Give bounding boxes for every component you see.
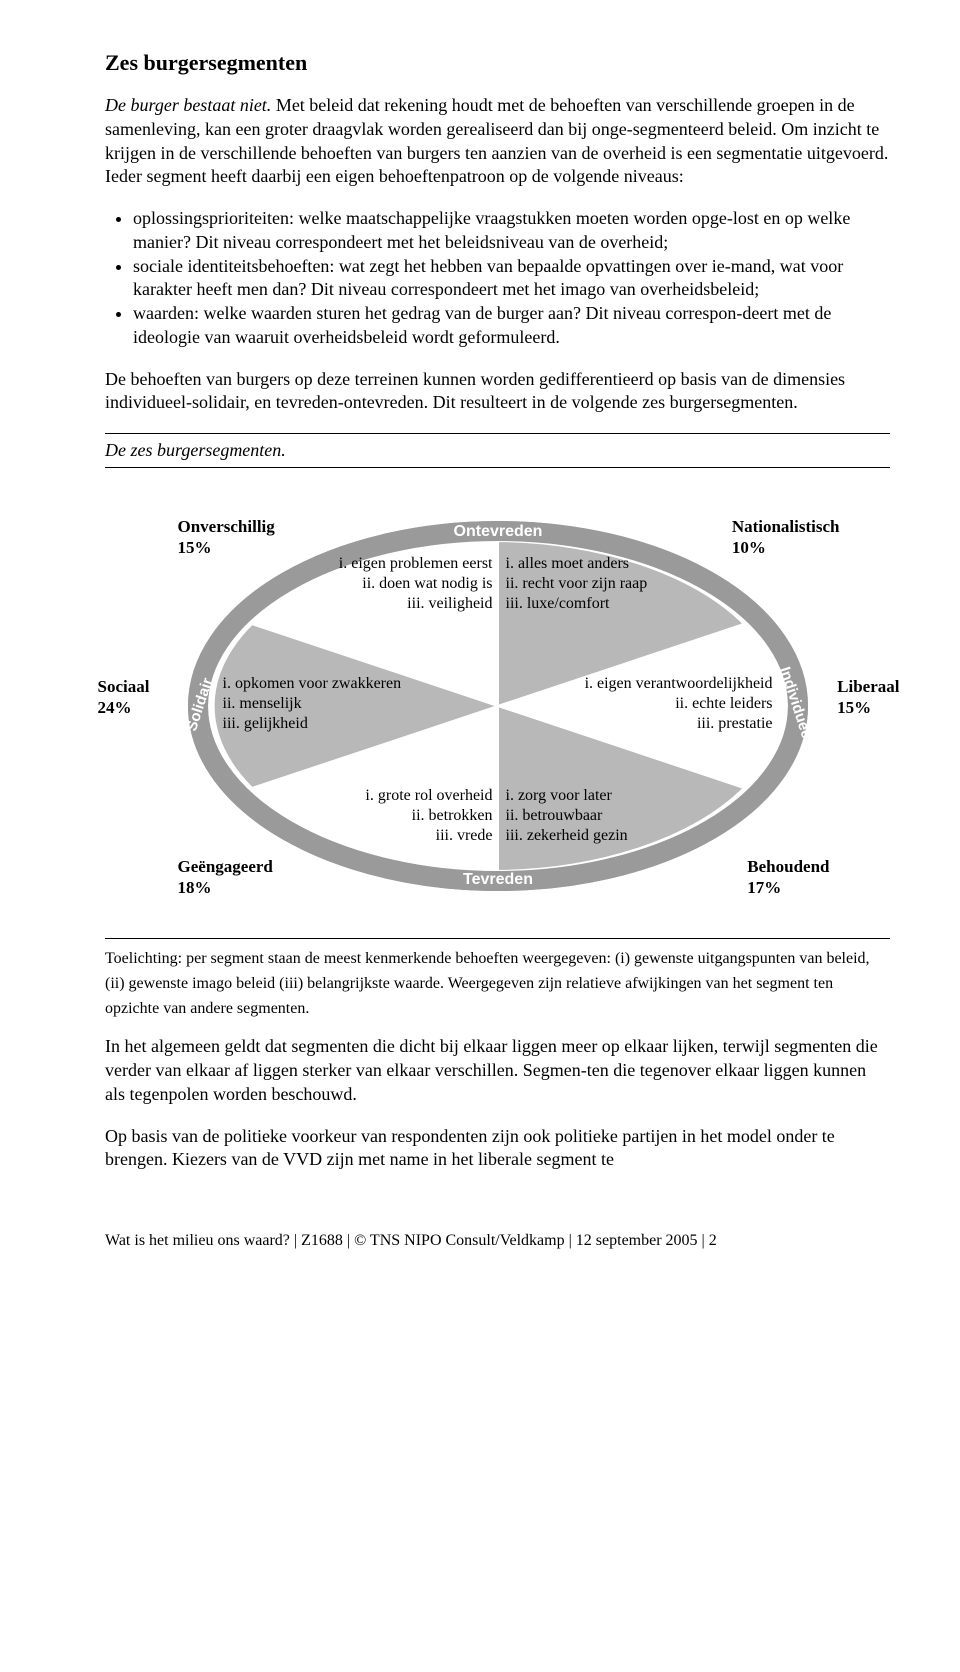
segment-items-geengageerd: i. grote rol overheid ii. betrokken iii.… — [318, 786, 493, 846]
segment-pct: 10% — [732, 538, 766, 557]
segment-item: i. opkomen voor zwakkeren — [223, 675, 402, 692]
bullet-item: waarden: welke waarden sturen het gedrag… — [133, 302, 890, 350]
segments-diagram: Ontevreden Tevreden Solidair Individueel… — [108, 496, 888, 916]
segment-name: Nationalistisch — [732, 517, 840, 536]
segment-name: Onverschillig — [178, 517, 275, 536]
hr-after-diagram — [105, 938, 890, 939]
segment-name: Liberaal — [837, 677, 899, 696]
bullet-item: oplossingsprioriteiten: welke maatschapp… — [133, 207, 890, 255]
para-after-1: In het algemeen geldt dat segmenten die … — [105, 1035, 890, 1106]
page-footer: Wat is het milieu ons waard? | Z1688 | ©… — [105, 1232, 890, 1250]
segment-item: i. grote rol overheid — [365, 787, 492, 804]
segment-item: iii. vrede — [436, 827, 493, 844]
segment-item: iii. zekerheid gezin — [506, 827, 628, 844]
segment-item: ii. recht voor zijn raap — [506, 575, 648, 592]
axis-top-label: Ontevreden — [453, 523, 542, 540]
para-after-2: Op basis van de politieke voorkeur van r… — [105, 1125, 890, 1173]
segment-label-nationalistisch: Nationalistisch 10% — [732, 516, 840, 559]
segment-item: i. eigen verantwoordelijkheid — [585, 675, 773, 692]
segment-pct: 15% — [178, 538, 212, 557]
segment-item: ii. echte leiders — [675, 695, 772, 712]
segment-item: ii. menselijk — [223, 695, 302, 712]
segment-pct: 15% — [837, 698, 871, 717]
segment-pct: 17% — [747, 878, 781, 897]
segment-item: iii. gelijkheid — [223, 715, 308, 732]
segment-items-onverschillig: i. eigen problemen eerst ii. doen wat no… — [318, 554, 493, 614]
segment-item: ii. betrokken — [412, 807, 493, 824]
bullet-item: sociale identiteitsbehoeften: wat zegt h… — [133, 255, 890, 303]
segment-item: i. eigen problemen eerst — [339, 555, 493, 572]
segment-label-behoudend: Behoudend 17% — [747, 856, 829, 899]
segment-name: Sociaal — [98, 677, 150, 696]
intro-opener: De burger bestaat niet. — [105, 95, 271, 115]
segment-label-liberaal: Liberaal 15% — [837, 676, 899, 719]
segment-name: Behoudend — [747, 857, 829, 876]
segment-item: i. alles moet anders — [506, 555, 630, 572]
intro-paragraph: De burger bestaat niet. Met beleid dat r… — [105, 94, 890, 189]
segment-label-geengageerd: Geëngageerd 18% — [178, 856, 273, 899]
segment-item: iii. prestatie — [697, 715, 773, 732]
bullets-list: oplossingsprioriteiten: welke maatschapp… — [105, 207, 890, 350]
section-title: De zes burgersegmenten. — [105, 433, 890, 468]
segment-pct: 24% — [98, 698, 132, 717]
segment-label-onverschillig: Onverschillig 15% — [178, 516, 275, 559]
segment-item: iii. luxe/comfort — [506, 595, 610, 612]
segment-item: ii. doen wat nodig is — [362, 575, 492, 592]
toelichting: Toelichting: per segment staan de meest … — [105, 947, 890, 1021]
segment-items-nationalistisch: i. alles moet anders ii. recht voor zijn… — [506, 554, 696, 614]
page-title: Zes burgersegmenten — [105, 50, 890, 76]
segment-items-behoudend: i. zorg voor later ii. betrouwbaar iii. … — [506, 786, 696, 846]
segment-items-liberaal: i. eigen verantwoordelijkheid ii. echte … — [538, 674, 773, 734]
segment-name: Geëngageerd — [178, 857, 273, 876]
axis-bottom-label: Tevreden — [463, 871, 533, 888]
segment-items-sociaal: i. opkomen voor zwakkeren ii. menselijk … — [223, 674, 453, 734]
mid-paragraph: De behoeften van burgers op deze terrein… — [105, 368, 890, 416]
segment-item: iii. veiligheid — [407, 595, 492, 612]
segment-pct: 18% — [178, 878, 212, 897]
segment-label-sociaal: Sociaal 24% — [98, 676, 150, 719]
segment-item: i. zorg voor later — [506, 787, 612, 804]
segment-item: ii. betrouwbaar — [506, 807, 603, 824]
